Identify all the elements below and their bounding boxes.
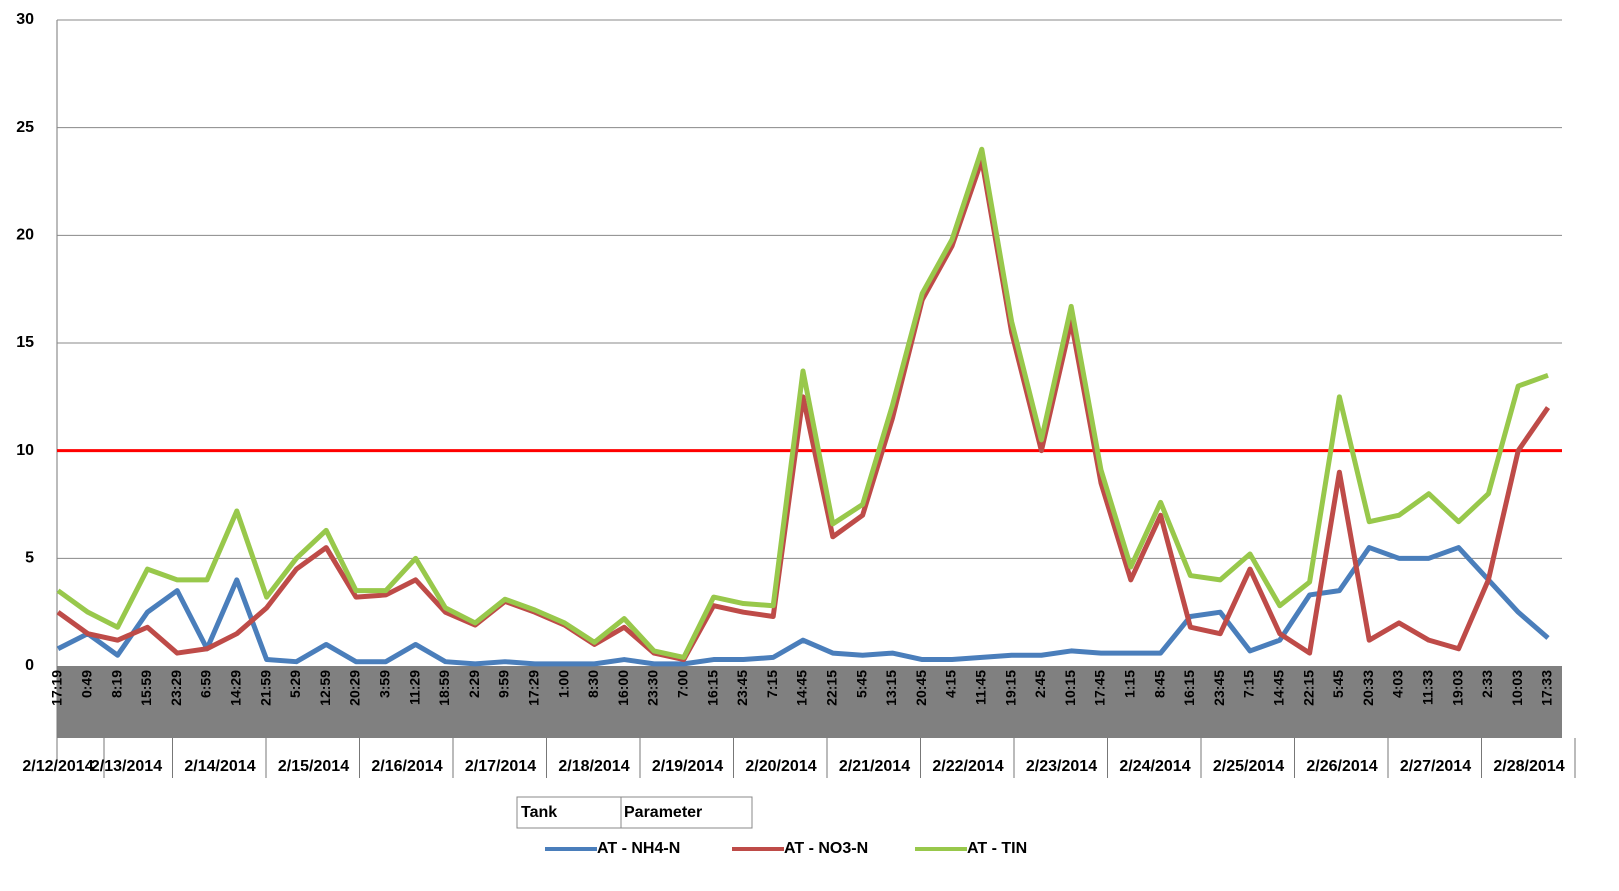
x-date-label: 2/20/2014 [745, 758, 816, 775]
y-tick-label: 0 [25, 657, 34, 674]
x-date-label: 2/24/2014 [1119, 758, 1190, 775]
x-tick-label: 2:33 [1479, 670, 1495, 698]
x-tick-label: 7:15 [764, 670, 780, 698]
x-tick-label: 0:49 [79, 670, 95, 698]
x-tick-label: 11:33 [1420, 670, 1436, 705]
x-tick-label: 5:45 [853, 670, 869, 698]
x-date-label: 2/16/2014 [371, 758, 442, 775]
legend-label: AT - TIN [967, 840, 1027, 857]
x-tick-label: 1:15 [1122, 670, 1138, 698]
x-tick-label: 13:15 [883, 670, 899, 706]
x-tick-label: 22:15 [824, 670, 840, 706]
x-date-label: 2/19/2014 [652, 758, 723, 775]
x-tick-label: 20:45 [913, 670, 929, 706]
x-tick-label: 23:29 [168, 670, 184, 706]
x-tick-label: 19:15 [1002, 670, 1018, 706]
x-tick-label: 16:15 [1181, 670, 1197, 706]
x-tick-label: 15:59 [138, 670, 154, 706]
y-tick-label: 30 [16, 11, 34, 28]
x-tick-label: 22:15 [1300, 670, 1316, 706]
x-tick-label: 5:29 [287, 670, 303, 698]
x-tick-label: 11:45 [973, 670, 989, 705]
x-date-label: 2/18/2014 [558, 758, 629, 775]
series-line [56, 157, 1551, 663]
x-tick-label: 20:33 [1360, 670, 1376, 706]
y-tick-label: 10 [16, 442, 34, 459]
pivot-field[interactable]: Parameter [624, 804, 702, 821]
y-tick-label: 5 [25, 550, 34, 567]
x-tick-label: 17:45 [1092, 670, 1108, 706]
x-tick-label: 4:15 [943, 670, 959, 698]
x-date-label: 2/23/2014 [1026, 758, 1097, 775]
x-tick-label: 14:45 [1271, 670, 1287, 706]
x-tick-label: 9:59 [496, 670, 512, 698]
x-date-label: 2/12/2014 [22, 758, 93, 775]
x-tick-label: 21:59 [257, 670, 273, 706]
pivot-field-button[interactable] [620, 796, 753, 829]
x-tick-label: 16:15 [704, 670, 720, 706]
x-tick-label: 2:45 [1032, 670, 1048, 698]
x-tick-label: 14:29 [228, 670, 244, 706]
y-tick-label: 20 [16, 227, 34, 244]
x-date-label: 2/26/2014 [1306, 758, 1377, 775]
y-tick-label: 25 [16, 119, 34, 136]
x-tick-label: 1:00 [555, 670, 571, 698]
x-date-label: 2/15/2014 [278, 758, 349, 775]
x-tick-label: 17:29 [526, 670, 542, 706]
x-tick-label: 23:45 [734, 670, 750, 706]
axis-band [57, 666, 1562, 738]
x-tick-label: 10:15 [1062, 670, 1078, 706]
x-tick-label: 23:45 [1211, 670, 1227, 706]
x-date-label: 2/21/2014 [839, 758, 910, 775]
x-date-label: 2/22/2014 [932, 758, 1003, 775]
x-tick-label: 12:59 [317, 670, 333, 706]
x-date-label: 2/25/2014 [1213, 758, 1284, 775]
pivot-field-button[interactable] [516, 796, 622, 829]
series-line [56, 146, 1549, 660]
x-tick-label: 7:00 [675, 670, 691, 698]
x-tick-label: 5:45 [1330, 670, 1346, 698]
x-tick-label: 14:45 [794, 670, 810, 706]
x-tick-label: 19:03 [1449, 670, 1465, 706]
x-tick-label: 11:29 [406, 670, 422, 705]
x-tick-label: 17:33 [1539, 670, 1555, 706]
pivot-field[interactable]: Tank [521, 804, 557, 821]
x-tick-label: 3:59 [377, 670, 393, 698]
x-tick-label: 8:19 [108, 670, 124, 698]
x-tick-label: 18:59 [436, 670, 452, 706]
x-tick-label: 8:30 [585, 670, 601, 698]
x-tick-label: 6:59 [198, 670, 214, 698]
x-tick-label: 17:19 [49, 670, 65, 706]
x-tick-label: 10:03 [1509, 670, 1525, 706]
series-line [56, 545, 1550, 667]
x-date-label: 2/13/2014 [91, 758, 162, 775]
legend-label: AT - NH4-N [597, 840, 680, 857]
y-tick-label: 15 [16, 334, 34, 351]
x-tick-label: 23:30 [645, 670, 661, 706]
x-tick-label: 16:00 [615, 670, 631, 706]
x-tick-label: 20:29 [347, 670, 363, 706]
x-tick-label: 7:15 [1241, 670, 1257, 698]
x-date-label: 2/28/2014 [1493, 758, 1564, 775]
legend-label: AT - NO3-N [784, 840, 868, 857]
x-date-label: 2/14/2014 [184, 758, 255, 775]
x-tick-label: 8:45 [1151, 670, 1167, 698]
x-tick-label: 4:03 [1390, 670, 1406, 698]
x-tick-label: 2:29 [466, 670, 482, 698]
x-date-label: 2/17/2014 [465, 758, 536, 775]
x-date-label: 2/27/2014 [1400, 758, 1471, 775]
